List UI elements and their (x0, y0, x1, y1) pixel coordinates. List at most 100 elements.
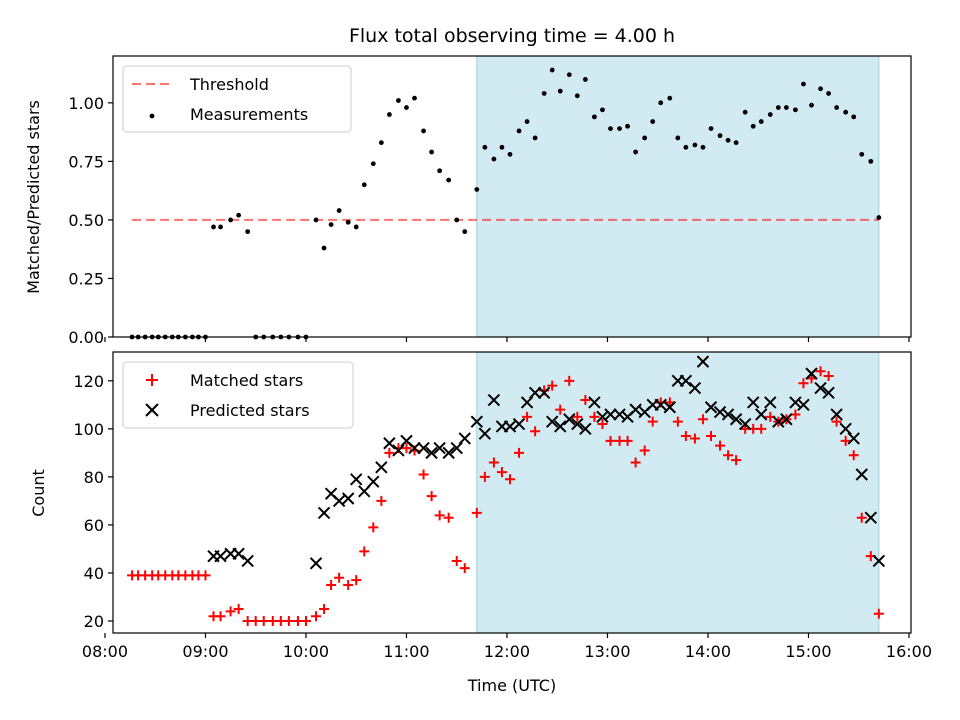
matched-star-marker (840, 435, 851, 446)
matched-star-marker (873, 608, 884, 619)
predicted-star-marker (383, 437, 396, 450)
predicted-star-marker (696, 355, 710, 368)
measurement-point (642, 135, 648, 141)
measurement-point (574, 93, 580, 99)
predicted-star-marker (554, 420, 567, 433)
predicted-star-marker (805, 367, 818, 380)
legend-threshold-label: Threshold (189, 75, 269, 94)
measurement-point (750, 123, 756, 129)
legend-matched-label: Matched stars (190, 371, 303, 390)
matched-star-marker (471, 507, 482, 518)
matched-star-marker (731, 455, 742, 466)
predicted-star-marker (822, 386, 835, 400)
legend-measurements-label: Measurements (190, 105, 308, 124)
measurement-point (783, 105, 789, 110)
top-y-tick-label: 0.75 (68, 152, 104, 171)
measurement-point (228, 217, 233, 223)
measurement-point (507, 151, 513, 157)
predicted-star-marker (487, 393, 501, 407)
measurement-point (658, 100, 664, 106)
predicted-star-marker (392, 444, 405, 457)
predicted-star-marker (704, 401, 718, 414)
predicted-star-marker (528, 386, 542, 400)
measurement-point (767, 112, 773, 117)
measurement-point (462, 229, 468, 235)
measurement-point (370, 161, 376, 167)
predicted-star-marker (855, 468, 868, 481)
measurement-point (328, 222, 334, 228)
matched-star-marker (806, 373, 817, 384)
matched-star-marker (311, 611, 322, 622)
matched-star-marker (564, 375, 575, 386)
matched-star-marker (504, 474, 515, 485)
matched-star-marker (334, 572, 345, 583)
predicted-star-marker (797, 398, 810, 412)
measurement-point (633, 149, 639, 155)
bottom-y-tick-label: 40 (84, 564, 104, 583)
matched-star-marker (639, 445, 650, 456)
x-tick-label: 09:00 (182, 642, 228, 661)
measurement-point (313, 217, 319, 223)
measurement-point (667, 95, 673, 101)
matched-star-marker (597, 419, 608, 430)
top-y-tick-label: 0.25 (68, 269, 104, 288)
matched-star-marker (522, 411, 533, 422)
predicted-star-marker (654, 398, 667, 412)
predicted-star-marker (214, 549, 227, 563)
measurement-point (600, 107, 605, 113)
matched-star-marker (359, 546, 370, 557)
legend-matched-swatch (146, 374, 158, 386)
measurement-point (532, 135, 538, 141)
measurement-point (236, 212, 242, 218)
x-tick-label: 10:00 (283, 642, 329, 661)
matched-star-marker (798, 378, 809, 389)
predicted-star-marker (780, 413, 793, 426)
predicted-star-marker (358, 485, 371, 498)
measurement-point (625, 123, 630, 129)
measurement-point (801, 81, 806, 87)
matched-star-marker (514, 447, 525, 458)
predicted-star-marker (588, 396, 601, 409)
matched-star-marker (258, 615, 269, 626)
measurement-point (793, 107, 798, 113)
matched-star-marker (823, 371, 834, 382)
measurement-point (345, 219, 351, 225)
predicted-star-marker (470, 415, 484, 428)
measurement-point (499, 144, 505, 150)
legend-measurements-swatch (149, 113, 155, 119)
measurement-point (491, 156, 497, 162)
measurement-point (708, 126, 714, 131)
measurement-point (851, 114, 857, 120)
predicted-star-marker (789, 396, 802, 409)
legend-predicted-swatch (145, 403, 159, 417)
predicted-star-marker (458, 432, 471, 445)
matched-star-marker (283, 615, 294, 626)
matched-star-marker (225, 606, 236, 617)
predicted-star-marker (738, 417, 752, 431)
measurement-point (859, 151, 865, 157)
matched-star-marker (689, 433, 700, 444)
matched-star-marker (215, 611, 226, 622)
top-y-tick-label: 0.00 (68, 328, 104, 347)
top-legend-box (122, 65, 352, 133)
measurement-point (818, 86, 823, 92)
measurement-point (617, 126, 622, 131)
predicted-star-marker (772, 415, 785, 428)
matched-star-marker (326, 579, 337, 590)
measurement-point (541, 91, 547, 96)
matched-star-marker (589, 411, 600, 422)
matched-star-marker (426, 491, 437, 502)
predicted-star-marker (478, 427, 492, 440)
bottom-y-tick-label: 60 (84, 516, 104, 535)
predicted-stars-points (207, 355, 886, 570)
matched-star-marker (233, 603, 244, 614)
matched-star-marker (368, 522, 379, 533)
x-tick-label: 12:00 (484, 642, 530, 661)
predicted-star-marker (679, 374, 693, 388)
matched-star-marker (451, 555, 462, 566)
measurement-point (826, 91, 831, 96)
predicted-star-marker (579, 422, 592, 436)
bottom-legend-box (122, 361, 354, 429)
measurement-point (321, 245, 327, 251)
matched-star-marker (848, 450, 859, 461)
